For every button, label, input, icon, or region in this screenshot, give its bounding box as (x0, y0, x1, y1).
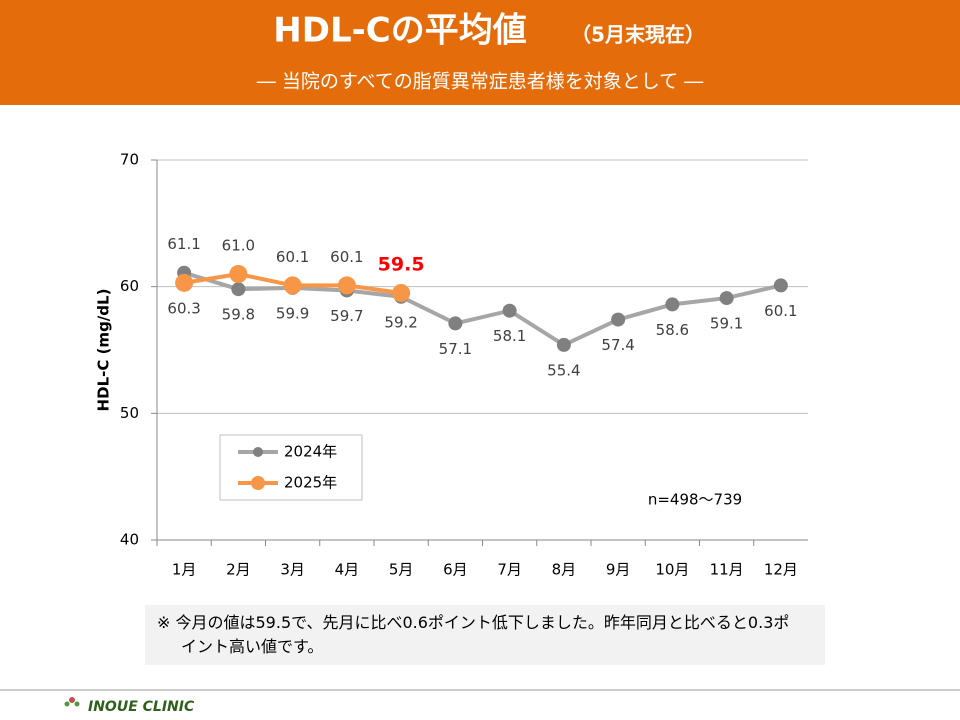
point (665, 297, 680, 312)
point (175, 273, 194, 292)
x-tick-label: 3月 (280, 561, 305, 579)
series-line (183, 270, 782, 348)
x-tick-label: 10月 (655, 561, 689, 579)
point (392, 284, 411, 302)
x-tick-label: 5月 (389, 561, 414, 579)
x-tick-label: 6月 (443, 561, 468, 579)
legend-marker (251, 476, 265, 490)
data-label: 60.3 (167, 299, 200, 317)
x-tick-label: 12月 (764, 561, 798, 579)
data-label: 58.6 (656, 321, 689, 339)
annotation: n=498～739 (648, 491, 742, 509)
data-label: 57.4 (601, 336, 634, 354)
point (773, 278, 788, 293)
data-label: 60.1 (330, 248, 363, 266)
point (283, 276, 302, 295)
point (229, 265, 248, 283)
y-axis-label: HDL-C (mg/dL) (95, 289, 113, 412)
y-tick-label: 40 (120, 531, 139, 549)
data-label: 60.1 (276, 248, 309, 266)
y-tick-label: 60 (120, 277, 139, 295)
data-label: 61.0 (222, 237, 255, 255)
data-label: 58.1 (493, 327, 526, 345)
legend-box (219, 434, 363, 501)
header-band (0, 0, 960, 105)
x-tick-label: 7月 (497, 561, 522, 579)
point (448, 316, 463, 331)
data-label: 57.1 (439, 340, 472, 358)
note: ※ 今月の値は59.5で、先月に比べ0.6ポイント低下しました。昨年同月と比べる… (145, 605, 825, 665)
x-tick-label: 9月 (606, 561, 631, 579)
legend-label: 2025年 (284, 474, 337, 492)
title: HDL-Cの平均値 (273, 11, 526, 51)
y-tick-label: 50 (120, 404, 139, 422)
legend-label: 2024年 (284, 443, 337, 461)
point (502, 303, 517, 318)
x-tick-label: 1月 (172, 561, 197, 579)
data-label: 59.7 (330, 307, 363, 325)
x-tick-label: 11月 (710, 561, 744, 579)
data-label: 55.4 (547, 361, 580, 379)
x-tick-label: 4月 (335, 561, 360, 579)
data-label: 59.1 (710, 315, 743, 333)
data-label: 61.1 (167, 235, 200, 253)
point (556, 337, 571, 352)
title-note: （5月末現在） (571, 23, 705, 47)
y-tick-label: 70 (120, 151, 139, 169)
data-label: 59.9 (276, 304, 309, 322)
data-label: 60.1 (764, 302, 797, 320)
x-tick-label: 2月 (226, 561, 251, 579)
point (719, 291, 734, 306)
point (611, 312, 626, 327)
subtitle: ― 当院のすべての脂質異常症患者様を対象として ― (257, 71, 703, 93)
data-label: 59.8 (222, 306, 255, 324)
x-tick-label: 8月 (552, 561, 577, 579)
point (337, 276, 356, 295)
point (231, 282, 246, 297)
data-label: 59.2 (384, 313, 417, 331)
clinic-logo (64, 697, 80, 707)
data-label: 59.5 (378, 254, 425, 276)
legend-marker (253, 447, 263, 457)
clinic-name: INOUE CLINIC (88, 699, 195, 715)
